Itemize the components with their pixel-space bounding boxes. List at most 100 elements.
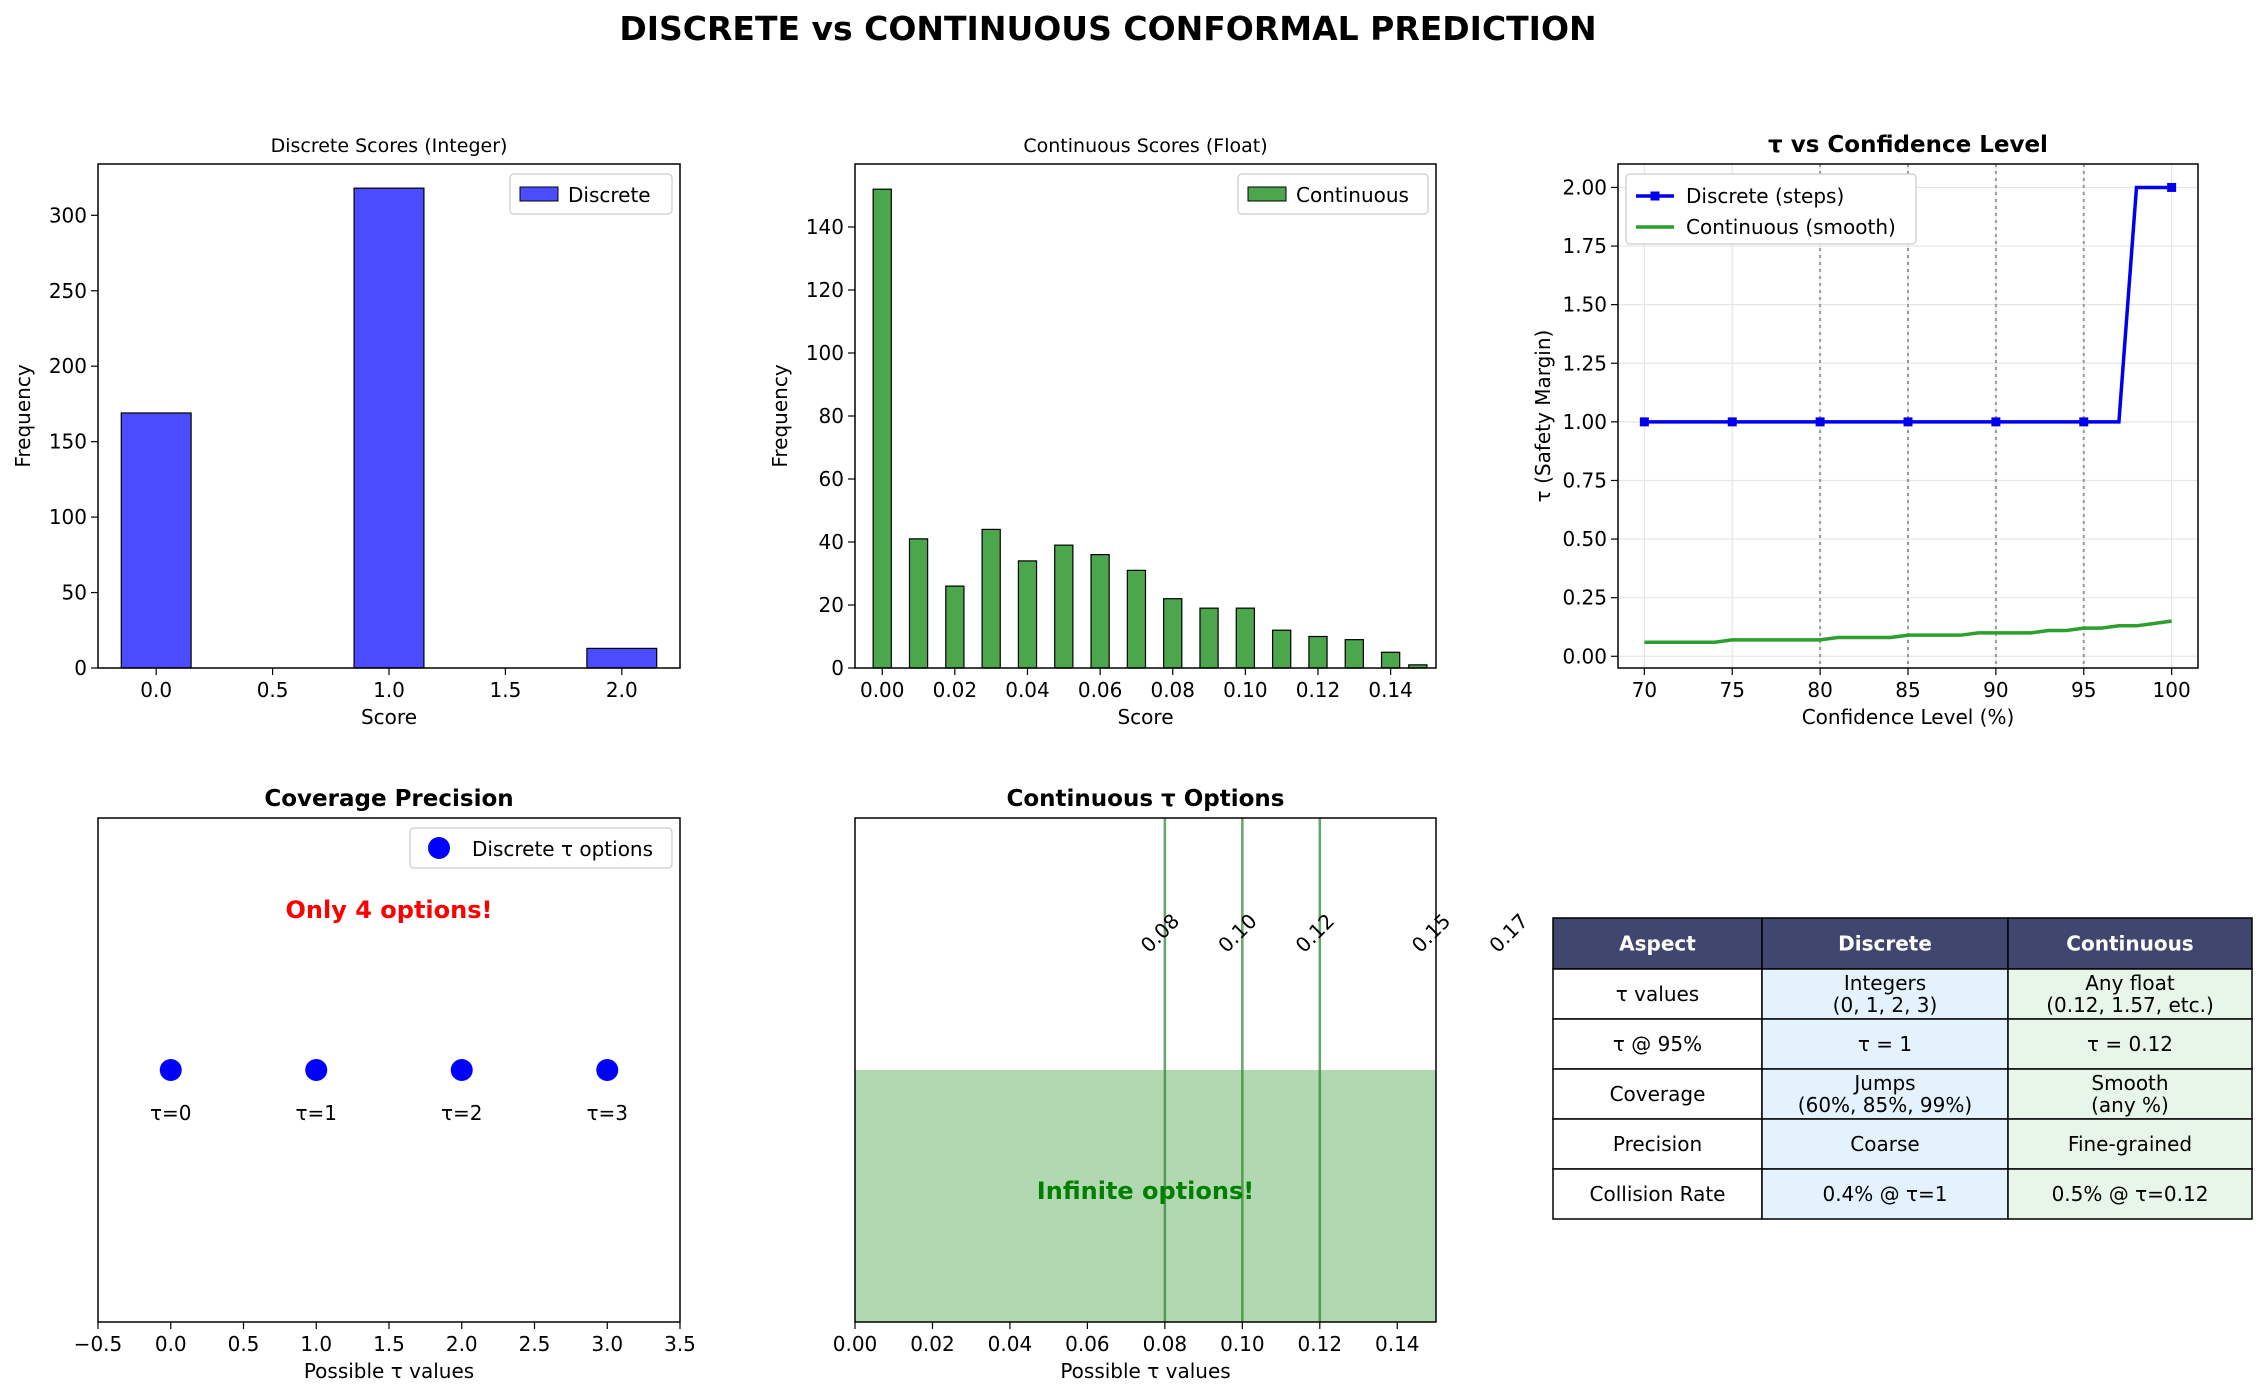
table-cell-line: Integers (1844, 971, 1926, 995)
y-tick-label: 1.00 (1562, 410, 1607, 434)
x-tick-label: 0.06 (1065, 1332, 1110, 1356)
table-cell-text: Integers (0, 1, 2, 3) (1833, 971, 1938, 1017)
x-axis-label: Possible τ values (304, 1359, 474, 1383)
y-tick-label: 20 (819, 593, 844, 617)
x-tick-label: 0.10 (1223, 678, 1268, 702)
table-cell (1761, 1018, 2009, 1070)
bar (1271, 629, 1292, 669)
bar (1308, 635, 1328, 669)
y-axis-label: Frequency (11, 364, 35, 467)
y-tick-label: 100 (806, 341, 844, 365)
table-cell (1761, 1168, 2009, 1220)
x-tick-label: 0.06 (1078, 678, 1123, 702)
x-tick-label: 1.5 (489, 678, 521, 702)
table-cell (1761, 1118, 2009, 1170)
bar (586, 647, 658, 669)
tau-option-label: 0.17 (1484, 909, 1532, 957)
axes-frame (97, 817, 681, 1323)
chart-title: Coverage Precision (264, 786, 513, 812)
table-cell-text: Fine-grained (2068, 1132, 2192, 1156)
table-cell-text: Any float (0.12, 1.57, etc.) (2046, 971, 2214, 1017)
bar (1235, 607, 1256, 669)
table-cell-line: (any %) (2091, 1093, 2169, 1117)
y-tick-label: 1.50 (1562, 293, 1607, 317)
bar (120, 412, 192, 669)
x-tick-label: 0.0 (155, 1332, 187, 1356)
table-cell-text: τ values (1616, 982, 1699, 1006)
tau-option-label: 0.12 (1291, 909, 1339, 957)
y-tick-label: 0.25 (1562, 586, 1607, 610)
data-point (1639, 417, 1649, 427)
y-tick-label: 120 (806, 278, 844, 302)
y-tick-label: 140 (806, 215, 844, 239)
table-cell-text: Precision (1613, 1132, 1702, 1156)
chart-title: τ vs Confidence Level (1768, 132, 2048, 158)
tau-option-label: 0.10 (1213, 909, 1261, 957)
bar (1344, 639, 1364, 669)
table-cell-line: Jumps (1852, 1071, 1915, 1095)
bar (1163, 598, 1183, 669)
y-tick-label: 0 (74, 656, 87, 680)
y-axis-label: τ (Safety Margin) (1531, 330, 1555, 503)
x-tick-label: 0.14 (1375, 1332, 1420, 1356)
legend-label: Discrete (steps) (1686, 184, 1844, 208)
y-tick-label: 250 (49, 279, 87, 303)
x-tick-label: 1.5 (373, 1332, 405, 1356)
table-header-text: Continuous (2066, 932, 2193, 956)
y-tick-label: 60 (819, 467, 844, 491)
data-point (2167, 182, 2177, 192)
chart-title: Continuous τ Options (1007, 786, 1285, 812)
y-tick-label: 40 (819, 530, 844, 554)
figure-title: DISCRETE vs CONTINUOUS CONFORMAL PREDICT… (619, 9, 1596, 48)
point-label: τ=3 (586, 1101, 628, 1125)
legend-box (1237, 173, 1429, 215)
tau-option-label: 0.15 (1407, 909, 1455, 957)
bar (353, 187, 425, 669)
x-tick-label: 0.02 (933, 678, 978, 702)
y-tick-label: 0.50 (1562, 527, 1607, 551)
table-cell (1761, 1068, 2009, 1120)
table-cell-line: Smooth (2091, 1071, 2168, 1095)
x-tick-label: 95 (2071, 678, 2096, 702)
chart-panel-coverage-precision: τ=0 τ=1 τ=2 τ=3 Only 4 options! −0.5 0.0 0.5 1.0… (74, 786, 696, 1383)
bar (981, 528, 1001, 669)
x-tick-label: 0.14 (1368, 678, 1413, 702)
table-header-text: Aspect (1619, 932, 1696, 956)
data-point (596, 1059, 619, 1081)
data-point (159, 1059, 182, 1081)
y-tick-label: 1.25 (1562, 351, 1607, 375)
legend-label: Discrete τ options (472, 837, 653, 861)
data-point (1727, 417, 1737, 427)
x-tick-label: 2.0 (606, 678, 638, 702)
x-axis-label: Possible τ values (1060, 1359, 1230, 1383)
legend-box (1625, 173, 1917, 245)
bar (1017, 560, 1038, 669)
table-header-cell (1761, 917, 2009, 970)
point-label: τ=1 (295, 1101, 337, 1125)
x-tick-label: 100 (2153, 678, 2191, 702)
annotation-text: Infinite options! (1037, 1177, 1254, 1205)
table-cell (2007, 1118, 2253, 1170)
x-tick-label: 0.12 (1298, 1332, 1343, 1356)
y-tick-label: 80 (819, 404, 844, 428)
chart-panel-tau-vs-confidence: 70 75 80 85 90 95 100 0.00 0.25 0.50 0.75 1.00 1.25 1… (1531, 132, 2199, 729)
bar (1090, 553, 1110, 669)
x-tick-label: 2.5 (519, 1332, 551, 1356)
bar (1380, 651, 1401, 669)
table-cell-line: (0, 1, 2, 3) (1833, 993, 1938, 1017)
table-cell-text: Coarse (1850, 1132, 1919, 1156)
table-cell-text: 0.5% @ τ=0.12 (2052, 1182, 2209, 1206)
table-cell-text: τ @ 95% (1613, 1032, 1702, 1056)
data-point (1815, 417, 1825, 427)
x-tick-label: 0.02 (910, 1332, 955, 1356)
point-label: τ=0 (150, 1101, 192, 1125)
y-tick-label: 200 (49, 354, 87, 378)
bar (1199, 607, 1219, 669)
y-tick-label: 2.00 (1562, 175, 1607, 199)
x-tick-label: 0.08 (1143, 1332, 1188, 1356)
y-tick-label: 150 (49, 430, 87, 454)
table-header-text: Discrete (1838, 932, 1932, 956)
x-tick-label: 80 (1807, 678, 1832, 702)
bar (1126, 569, 1147, 669)
